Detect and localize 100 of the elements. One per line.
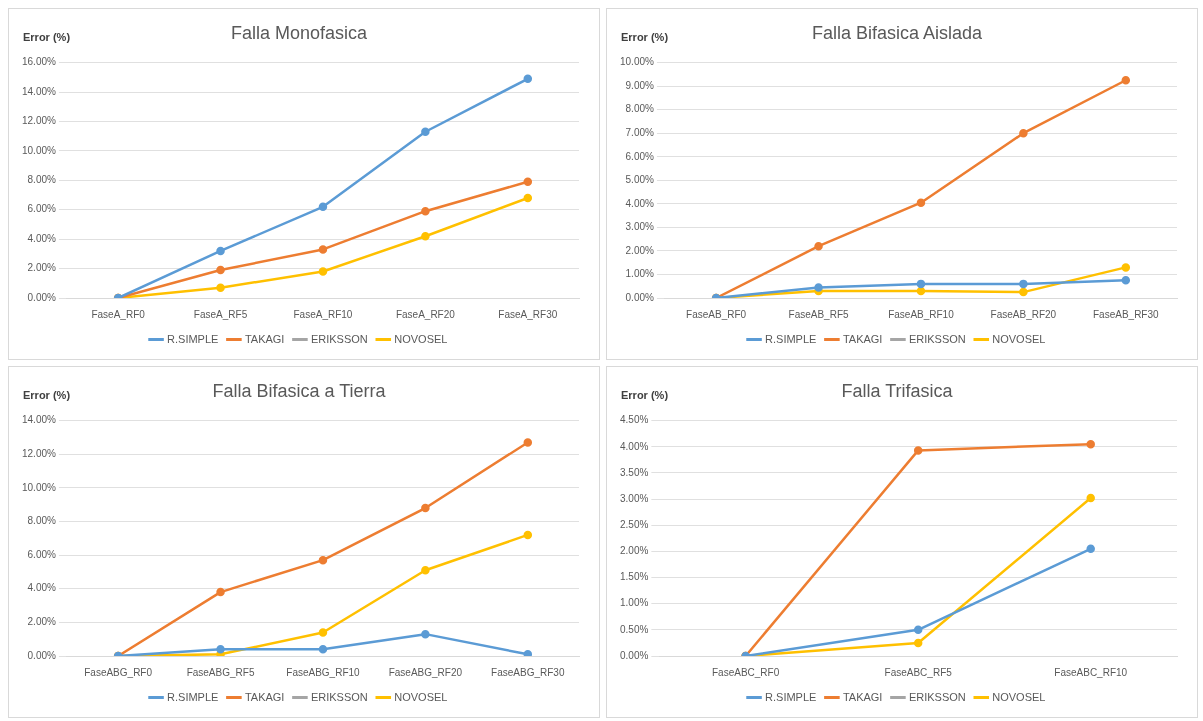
point [216, 645, 225, 654]
point [1019, 287, 1028, 297]
y-tick-label: 12.00% [21, 447, 57, 459]
y-tick-label: 8.00% [27, 174, 57, 186]
point [1086, 439, 1095, 449]
y-tick-label: 4.00% [625, 197, 655, 209]
point [421, 566, 430, 575]
legend-label: R.SIMPLE [167, 690, 219, 703]
legend-label: R.SIMPLE [765, 332, 817, 345]
y-axis-title: Error (%) [621, 31, 669, 43]
x-tick-label: FaseABC_RF5 [884, 666, 953, 678]
y-tick-label: 3.00% [625, 221, 655, 233]
x-tick-label: FaseAB_RF20 [990, 308, 1057, 320]
y-axis-title: Error (%) [23, 31, 71, 43]
point [1019, 128, 1028, 138]
point [916, 286, 926, 296]
point [1086, 493, 1095, 503]
chart-title: Falla Trifasica [841, 380, 954, 401]
y-tick-label: 0.00% [27, 649, 57, 661]
point [216, 265, 225, 275]
y-tick-label: 2.00% [27, 262, 57, 274]
y-tick-label: 6.00% [27, 203, 57, 215]
y-tick-label: 6.00% [27, 548, 57, 560]
y-tick-label: 1.50% [620, 571, 649, 583]
y-tick-label: 0.50% [620, 623, 649, 635]
y-tick-label: 4.00% [27, 582, 57, 594]
y-tick-label: 2.00% [625, 244, 655, 256]
point [1086, 544, 1095, 554]
y-tick-label: 0.00% [620, 649, 649, 661]
y-tick-label: 2.00% [27, 616, 57, 628]
x-tick-label: FaseA_RF0 [91, 308, 146, 320]
point [523, 177, 533, 187]
y-tick-label: 12.00% [21, 115, 57, 127]
legend-label: TAKAGI [842, 690, 883, 703]
x-tick-label: FaseAB_RF10 [888, 308, 955, 320]
legend-label: R.SIMPLE [167, 332, 219, 345]
point [216, 246, 225, 256]
x-tick-label: FaseAB_RF30 [1092, 308, 1160, 320]
legend-label: TAKAGI [842, 332, 883, 345]
y-tick-label: 7.00% [625, 126, 655, 138]
point [523, 193, 533, 203]
y-tick-label: 5.00% [625, 174, 655, 186]
x-tick-label: FaseA_RF5 [193, 308, 248, 320]
y-tick-label: 10.00% [21, 144, 57, 156]
y-tick-label: 0.00% [625, 291, 655, 303]
x-tick-label: FaseABG_RF30 [491, 666, 565, 678]
point [318, 202, 328, 212]
y-tick-label: 3.00% [620, 492, 649, 504]
point [913, 446, 923, 455]
y-tick-label: 14.00% [21, 85, 57, 97]
point [1019, 279, 1028, 289]
y-tick-label: 10.00% [619, 56, 655, 68]
x-tick-label: FaseA_RF10 [293, 308, 353, 320]
chart-title: Falla Bifasica a Tierra [212, 380, 387, 401]
point [318, 628, 328, 637]
x-tick-label: FaseA_RF20 [395, 308, 456, 320]
y-tick-label: 4.00% [27, 232, 57, 244]
point [814, 241, 823, 251]
point [916, 279, 926, 289]
legend-label: NOVOSEL [394, 332, 448, 345]
point [421, 206, 430, 216]
legend-label: TAKAGI [244, 690, 285, 703]
point [421, 231, 430, 241]
point [1121, 276, 1131, 285]
y-tick-label: 14.00% [21, 414, 57, 426]
y-axis-title: Error (%) [23, 389, 71, 401]
y-tick-label: 9.00% [625, 79, 655, 91]
y-tick-label: 8.00% [625, 103, 655, 115]
point [318, 645, 328, 654]
x-tick-label: FaseABG_RF10 [286, 666, 361, 678]
point [523, 74, 533, 84]
point [318, 555, 328, 565]
point [523, 438, 533, 447]
chart-title: Falla Monofasica [230, 22, 369, 43]
point [523, 530, 533, 540]
y-tick-label: 10.00% [21, 481, 57, 493]
y-tick-label: 3.50% [620, 466, 649, 478]
y-tick-label: 1.00% [625, 268, 655, 280]
legend-label: ERIKSSON [908, 690, 966, 703]
point [421, 127, 430, 136]
x-tick-label: FaseA_RF30 [498, 308, 558, 320]
legend-label: ERIKSSON [310, 332, 368, 345]
point [916, 198, 926, 207]
x-tick-label: FaseABG_RF20 [388, 666, 463, 678]
x-tick-label: FaseABC_RF10 [1054, 666, 1128, 678]
y-tick-label: 4.50% [620, 414, 649, 426]
legend-label: R.SIMPLE [765, 690, 817, 703]
point [421, 629, 430, 639]
point [318, 245, 328, 254]
chart-title: Falla Bifasica Aislada [811, 22, 984, 43]
point [216, 587, 225, 597]
y-tick-label: 6.00% [625, 150, 655, 162]
legend-label: ERIKSSON [310, 690, 368, 703]
y-tick-label: 4.00% [620, 440, 649, 452]
y-tick-label: 16.00% [21, 56, 57, 68]
point [216, 283, 225, 292]
point [1121, 263, 1131, 272]
x-tick-label: FaseABG_RF0 [84, 666, 153, 678]
y-tick-label: 1.00% [620, 597, 649, 609]
x-tick-label: FaseAB_RF0 [686, 308, 747, 320]
